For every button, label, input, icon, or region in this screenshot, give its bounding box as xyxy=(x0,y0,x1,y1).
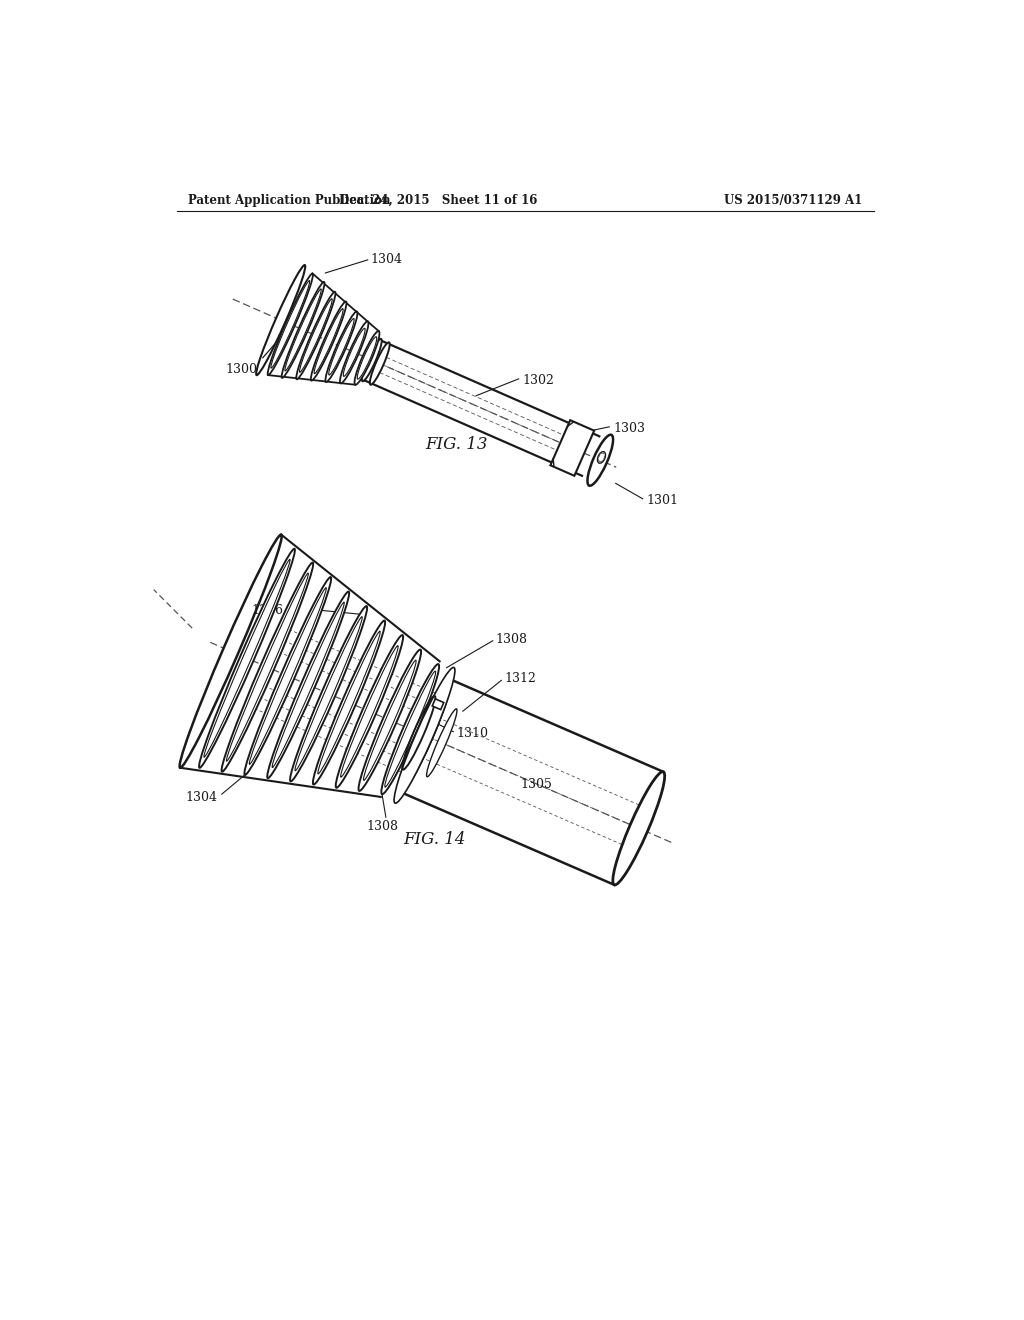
Ellipse shape xyxy=(340,321,369,383)
Text: 1308: 1308 xyxy=(496,632,527,645)
Text: Dec. 24, 2015   Sheet 11 of 16: Dec. 24, 2015 Sheet 11 of 16 xyxy=(339,194,538,207)
Ellipse shape xyxy=(364,660,416,780)
Ellipse shape xyxy=(358,649,421,791)
Text: 1310: 1310 xyxy=(457,727,488,741)
Ellipse shape xyxy=(314,309,343,374)
Ellipse shape xyxy=(588,434,613,486)
Ellipse shape xyxy=(326,312,357,381)
Ellipse shape xyxy=(313,620,385,784)
Ellipse shape xyxy=(394,668,455,803)
Text: 1302: 1302 xyxy=(522,374,554,387)
Ellipse shape xyxy=(271,281,309,368)
Ellipse shape xyxy=(343,329,366,376)
Ellipse shape xyxy=(296,292,336,379)
Ellipse shape xyxy=(179,535,282,768)
Ellipse shape xyxy=(221,562,313,772)
Text: 1308: 1308 xyxy=(366,820,398,833)
Text: FIG. 14: FIG. 14 xyxy=(403,832,466,849)
Text: 1304: 1304 xyxy=(186,792,218,804)
Ellipse shape xyxy=(427,709,457,776)
Ellipse shape xyxy=(199,549,295,768)
Text: FIG. 13: FIG. 13 xyxy=(425,436,487,453)
Polygon shape xyxy=(551,420,594,475)
Ellipse shape xyxy=(396,673,453,797)
Ellipse shape xyxy=(381,664,439,795)
Ellipse shape xyxy=(398,678,451,792)
Ellipse shape xyxy=(272,602,344,767)
Ellipse shape xyxy=(385,671,435,787)
Ellipse shape xyxy=(612,772,665,884)
Ellipse shape xyxy=(341,645,398,777)
Ellipse shape xyxy=(299,298,332,372)
Ellipse shape xyxy=(267,273,313,375)
Ellipse shape xyxy=(290,606,368,781)
Ellipse shape xyxy=(285,289,322,371)
Ellipse shape xyxy=(329,318,354,375)
Text: 1303: 1303 xyxy=(613,422,645,434)
Text: 1301: 1301 xyxy=(646,494,679,507)
Text: 1304: 1304 xyxy=(371,252,402,265)
Polygon shape xyxy=(432,698,443,710)
Ellipse shape xyxy=(336,635,403,788)
Text: 1312: 1312 xyxy=(505,672,537,685)
Ellipse shape xyxy=(204,560,290,758)
Ellipse shape xyxy=(311,301,346,380)
Ellipse shape xyxy=(357,337,377,379)
Text: Patent Application Publication: Patent Application Publication xyxy=(188,194,391,207)
Ellipse shape xyxy=(362,339,381,380)
Text: 1305: 1305 xyxy=(521,777,553,791)
Ellipse shape xyxy=(354,331,380,385)
Text: US 2015/0371129 A1: US 2015/0371129 A1 xyxy=(724,194,862,207)
Ellipse shape xyxy=(245,577,331,775)
Text: 1300: 1300 xyxy=(225,363,258,376)
Ellipse shape xyxy=(256,265,305,375)
Ellipse shape xyxy=(249,587,327,764)
Ellipse shape xyxy=(226,573,308,762)
Text: 1306: 1306 xyxy=(251,603,284,616)
Ellipse shape xyxy=(371,343,389,384)
Ellipse shape xyxy=(317,631,380,774)
Ellipse shape xyxy=(267,591,349,777)
Ellipse shape xyxy=(295,616,362,771)
Ellipse shape xyxy=(282,282,325,378)
